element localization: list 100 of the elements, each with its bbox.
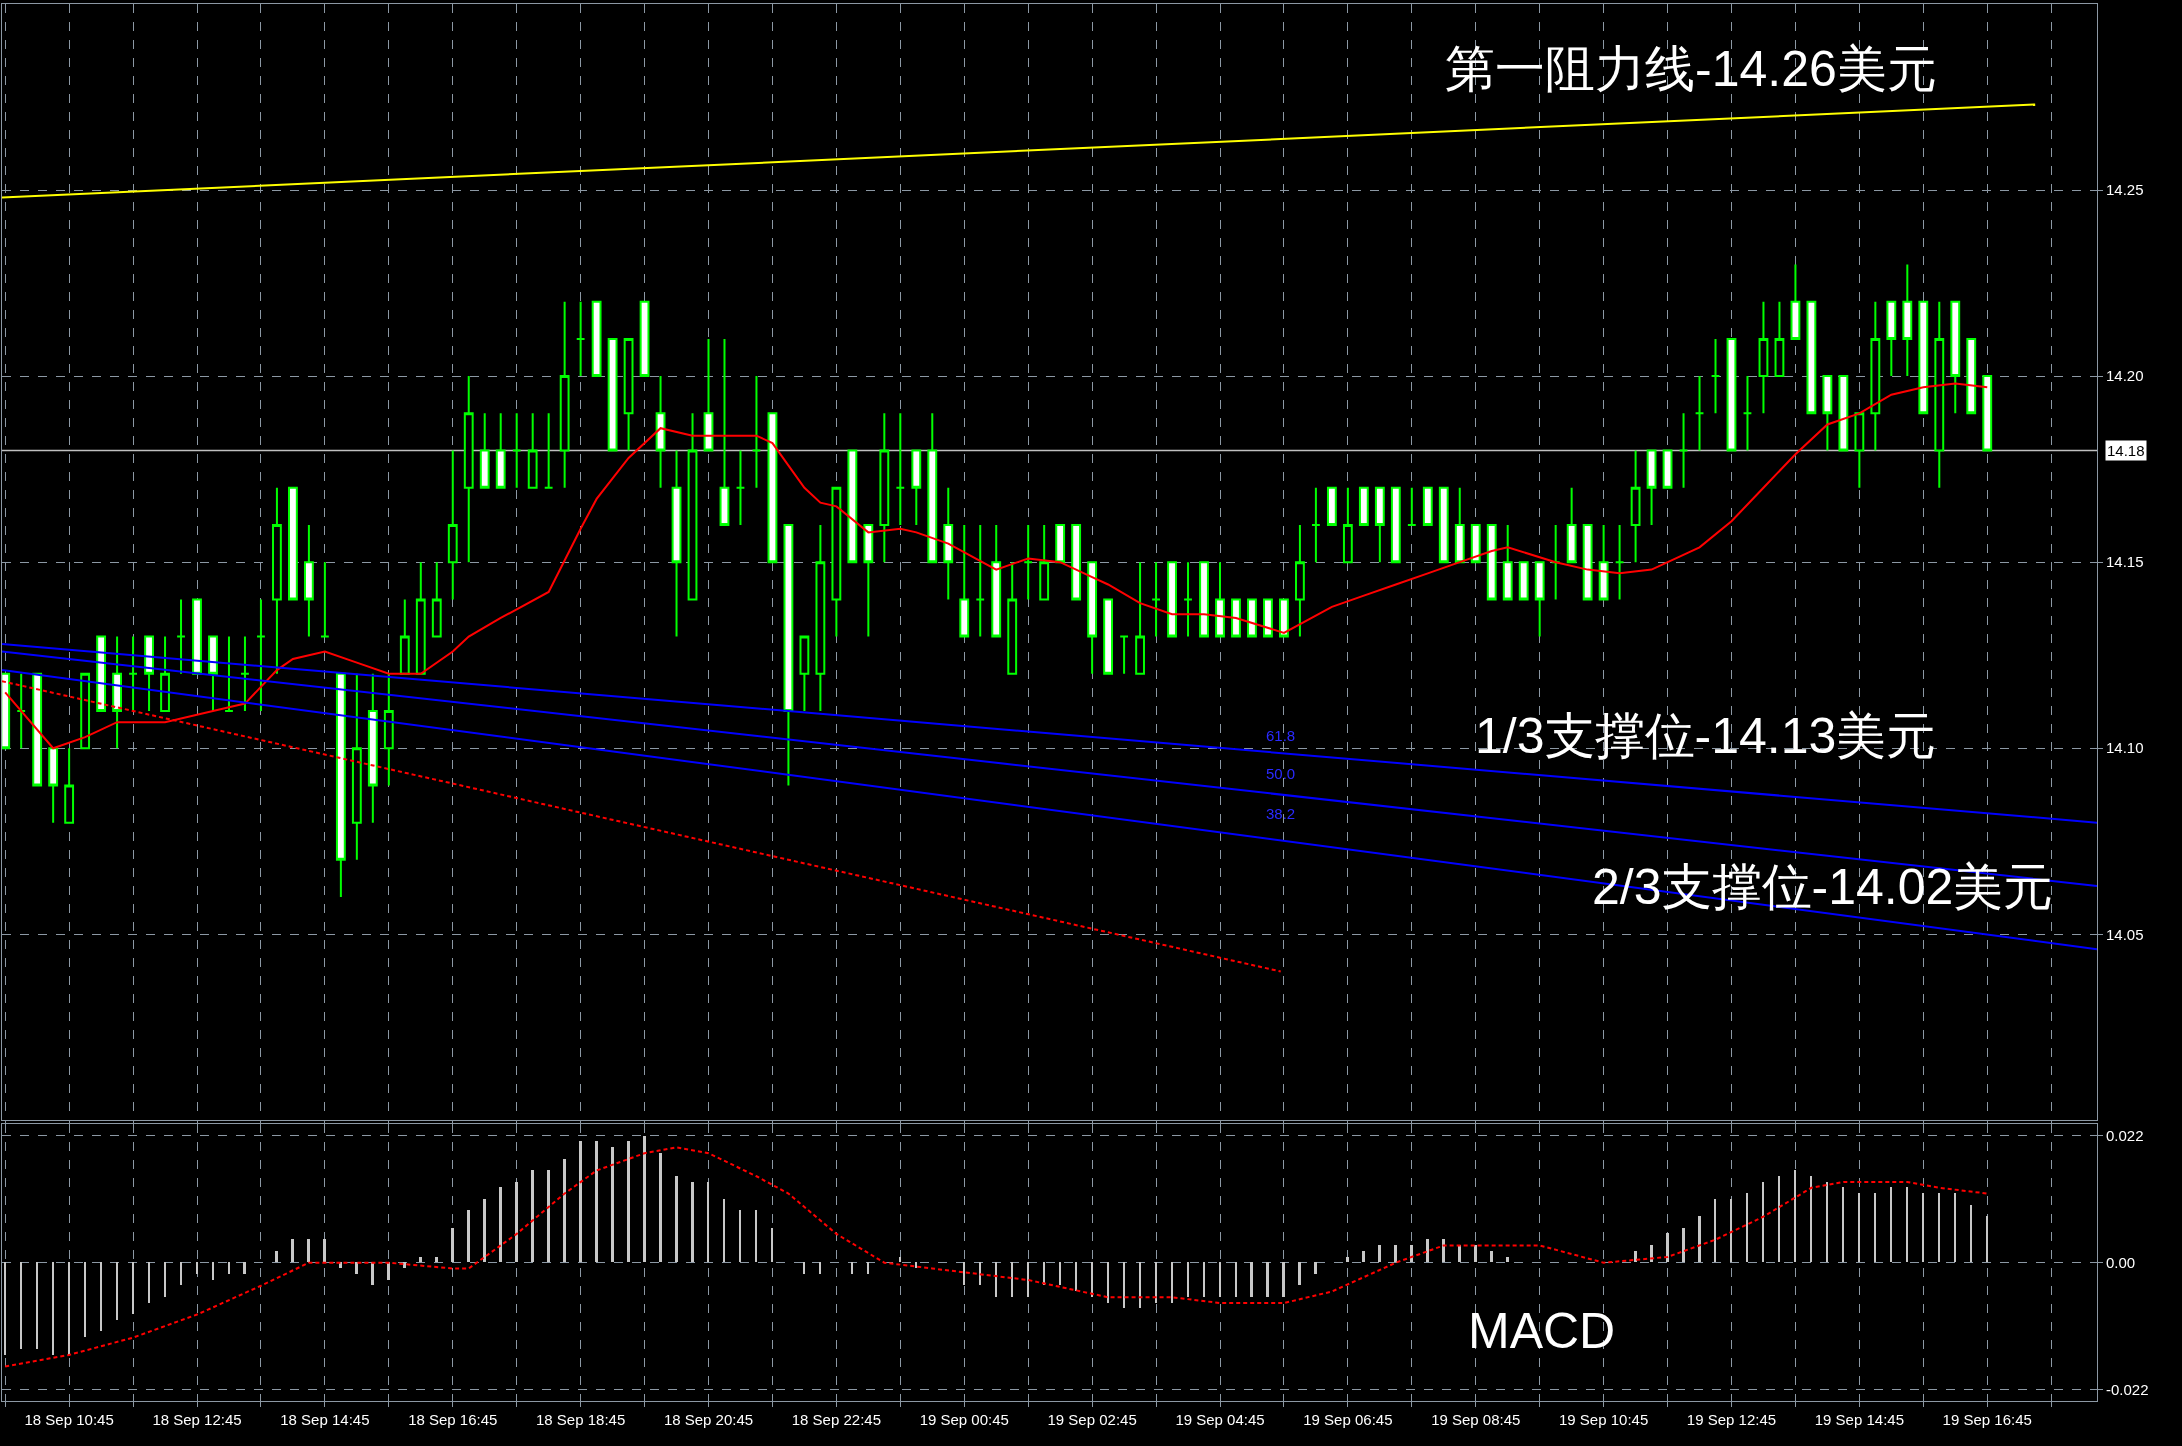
bar	[707, 1182, 709, 1263]
bar	[1314, 1262, 1317, 1275]
x-tick-label: 18 Sep 12:45	[152, 1411, 242, 1428]
bar	[1139, 1262, 1141, 1309]
candlestick	[1342, 486, 1353, 564]
x-tick-label: 18 Sep 20:45	[663, 1411, 754, 1428]
bar	[435, 1257, 438, 1263]
bar	[307, 1239, 310, 1263]
bar	[1954, 1193, 1956, 1263]
candlestick	[64, 747, 75, 824]
candlestick	[335, 672, 346, 899]
candlestick	[319, 561, 330, 638]
candlestick	[1199, 561, 1209, 638]
bar	[1810, 1176, 1812, 1263]
candlestick	[1358, 486, 1369, 526]
y-tick-label: 0.022	[2106, 1127, 2144, 1145]
candlestick	[1039, 523, 1050, 601]
bar	[563, 1159, 566, 1263]
candlestick	[1263, 598, 1273, 638]
candlestick	[479, 412, 490, 489]
candlestick	[32, 672, 43, 787]
y-tick-label: 14.10	[2106, 739, 2144, 757]
candlestick	[48, 747, 59, 824]
bar	[419, 1257, 422, 1263]
candlestick	[1310, 486, 1321, 564]
candlestick	[1694, 375, 1705, 452]
candlestick	[16, 672, 27, 750]
bar	[1203, 1262, 1205, 1298]
candlestick	[463, 375, 474, 564]
bar	[212, 1262, 214, 1281]
candlestick	[943, 486, 954, 601]
candlestick	[144, 635, 154, 713]
x-tick-label: 18 Sep 14:45	[280, 1411, 370, 1428]
candlestick	[767, 412, 778, 564]
candlestick	[1806, 300, 1817, 415]
bar	[1730, 1199, 1732, 1263]
bar	[819, 1262, 821, 1275]
x-tick-label: 18 Sep 16:45	[408, 1411, 498, 1428]
bar	[1890, 1187, 1892, 1263]
candlestick	[575, 300, 586, 378]
candlestick	[1007, 561, 1018, 675]
candlestick	[1183, 561, 1193, 638]
bar	[1266, 1262, 1269, 1298]
candlestick	[1374, 486, 1385, 564]
bar	[1682, 1228, 1685, 1263]
bar	[68, 1262, 70, 1356]
x-tick-label: 19 Sep 10:45	[1558, 1411, 1649, 1428]
candlestick	[1758, 300, 1769, 415]
bar	[275, 1251, 278, 1263]
candlestick	[511, 412, 522, 489]
bar	[1474, 1245, 1477, 1263]
bar	[851, 1262, 853, 1275]
candlestick	[240, 635, 250, 713]
bar	[979, 1262, 981, 1286]
bar	[1506, 1257, 1509, 1263]
annotation: 61.8	[1266, 727, 1296, 744]
candlestick	[815, 523, 826, 713]
candlestick	[288, 486, 298, 601]
candlestick	[1838, 375, 1849, 452]
candlestick	[1151, 561, 1161, 638]
bar	[899, 1257, 901, 1263]
candlestick	[303, 523, 314, 638]
y-tick-label: 14.25	[2106, 181, 2144, 199]
bar	[675, 1176, 678, 1263]
candlestick	[719, 337, 730, 526]
bar	[467, 1210, 470, 1263]
bar	[1778, 1176, 1780, 1263]
bar	[196, 1262, 198, 1275]
candlestick	[1950, 300, 1961, 415]
bar	[595, 1141, 598, 1263]
bar	[643, 1136, 646, 1263]
y-tick-label: 0.00	[2106, 1253, 2136, 1271]
bar	[1762, 1182, 1764, 1263]
candlestick	[208, 635, 218, 713]
y-tick-label: 14.05	[2106, 925, 2144, 943]
candlestick	[1934, 300, 1945, 489]
candlestick	[1870, 300, 1881, 452]
bar	[1155, 1262, 1157, 1304]
candlestick	[799, 635, 810, 713]
candlestick	[1742, 375, 1753, 452]
bar	[1922, 1193, 1924, 1263]
bar	[1746, 1193, 1748, 1263]
annotation: 50.0	[1266, 765, 1296, 782]
bar	[323, 1239, 326, 1263]
bar	[451, 1228, 454, 1263]
candlestick	[1231, 598, 1241, 638]
candlestick	[224, 635, 234, 713]
candlestick	[1215, 561, 1225, 638]
candlestick	[1534, 561, 1545, 638]
candlestick	[879, 412, 890, 564]
candlestick	[927, 412, 938, 564]
bar	[4, 1262, 6, 1356]
candlestick	[1582, 523, 1593, 601]
bar	[499, 1187, 502, 1263]
bar	[1698, 1216, 1701, 1263]
bar	[1282, 1262, 1285, 1298]
bar	[659, 1153, 662, 1263]
bar	[1235, 1262, 1237, 1298]
bar	[1938, 1193, 1940, 1263]
bar	[611, 1147, 614, 1263]
